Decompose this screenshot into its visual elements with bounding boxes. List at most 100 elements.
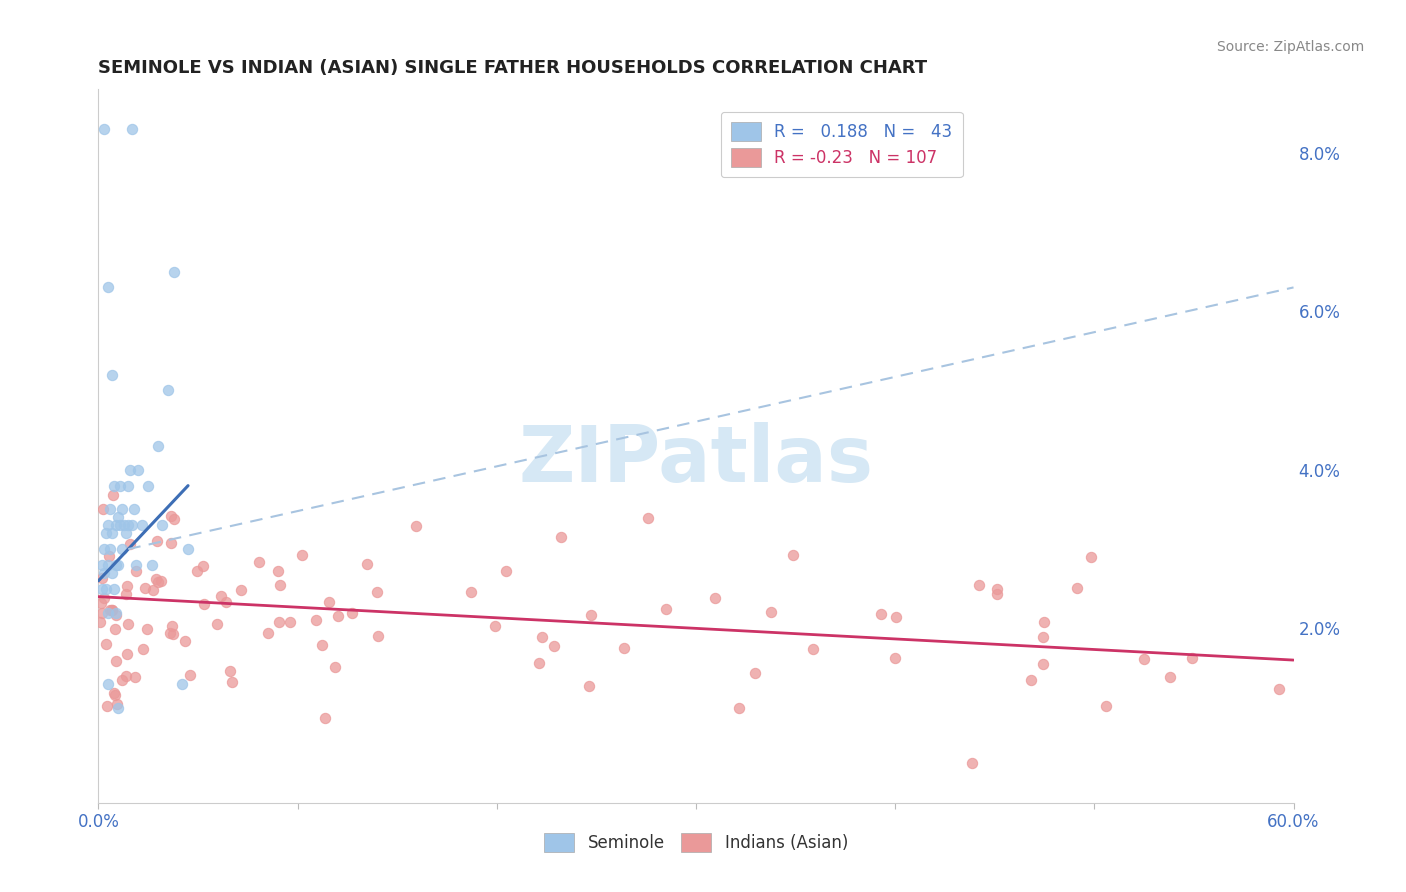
Point xyxy=(962,756,984,771)
Point xyxy=(105,654,128,668)
Point xyxy=(121,518,143,533)
Point xyxy=(96,698,118,713)
Point xyxy=(728,701,751,715)
Point xyxy=(136,478,159,492)
Point xyxy=(97,558,120,572)
Point xyxy=(305,613,328,627)
Point xyxy=(314,711,336,725)
Point xyxy=(121,121,143,136)
Point xyxy=(484,619,506,633)
Point xyxy=(97,606,120,620)
Point xyxy=(655,602,678,616)
Point xyxy=(127,463,149,477)
Point xyxy=(367,629,389,643)
Point xyxy=(229,582,252,597)
Point xyxy=(96,582,118,596)
Point xyxy=(101,368,124,382)
Point xyxy=(328,608,350,623)
Point xyxy=(107,700,129,714)
Point xyxy=(637,511,659,525)
Point xyxy=(1021,673,1043,688)
Point xyxy=(103,487,125,501)
Point xyxy=(103,582,125,596)
Point xyxy=(460,585,482,599)
Point xyxy=(801,642,824,657)
Point xyxy=(193,558,215,573)
Point xyxy=(104,607,127,622)
Point xyxy=(193,597,215,611)
Point xyxy=(531,630,554,644)
Point xyxy=(117,647,139,661)
Point xyxy=(782,548,804,562)
Point xyxy=(1066,581,1088,595)
Point xyxy=(1032,657,1054,671)
Point xyxy=(145,572,167,586)
Point xyxy=(107,697,129,711)
Point xyxy=(117,478,139,492)
Point xyxy=(174,633,197,648)
Point xyxy=(96,526,118,541)
Point xyxy=(98,502,122,516)
Point xyxy=(91,558,114,572)
Point xyxy=(1181,651,1204,665)
Point xyxy=(356,557,378,571)
Point xyxy=(89,615,111,630)
Point xyxy=(150,574,173,588)
Point xyxy=(405,519,427,533)
Point xyxy=(150,518,173,533)
Point xyxy=(110,518,132,533)
Point xyxy=(93,542,115,557)
Point xyxy=(93,591,115,605)
Point xyxy=(884,651,907,665)
Point xyxy=(704,591,727,605)
Point xyxy=(141,558,163,572)
Point xyxy=(247,555,270,569)
Point xyxy=(162,626,184,640)
Point xyxy=(125,564,148,578)
Point xyxy=(90,596,112,610)
Point xyxy=(318,595,340,609)
Point xyxy=(869,607,891,622)
Point xyxy=(97,280,120,294)
Point xyxy=(118,537,141,551)
Point xyxy=(269,578,291,592)
Point xyxy=(759,605,782,619)
Point xyxy=(120,463,142,477)
Point xyxy=(98,542,122,557)
Point xyxy=(105,558,128,572)
Point xyxy=(1080,550,1102,565)
Point xyxy=(115,526,138,541)
Point xyxy=(91,606,114,620)
Point xyxy=(93,566,115,580)
Point xyxy=(101,603,124,617)
Point xyxy=(186,564,208,578)
Point xyxy=(97,549,120,563)
Point xyxy=(142,582,165,597)
Point xyxy=(325,659,347,673)
Point xyxy=(91,582,114,596)
Point xyxy=(101,566,124,580)
Point xyxy=(105,606,128,620)
Point xyxy=(159,626,181,640)
Point xyxy=(179,667,201,681)
Point xyxy=(111,542,134,557)
Point xyxy=(744,665,766,680)
Point xyxy=(146,575,169,590)
Point xyxy=(111,673,134,687)
Point xyxy=(115,587,138,601)
Point xyxy=(543,640,565,654)
Point xyxy=(177,542,200,557)
Point xyxy=(1159,670,1181,684)
Point xyxy=(527,656,550,670)
Point xyxy=(91,571,114,585)
Point xyxy=(219,664,242,678)
Point xyxy=(100,603,122,617)
Point xyxy=(163,264,186,278)
Point xyxy=(110,478,132,492)
Point xyxy=(101,603,124,617)
Point xyxy=(105,518,128,533)
Point xyxy=(278,615,301,630)
Point xyxy=(136,622,159,636)
Point xyxy=(125,558,148,572)
Point xyxy=(94,637,117,651)
